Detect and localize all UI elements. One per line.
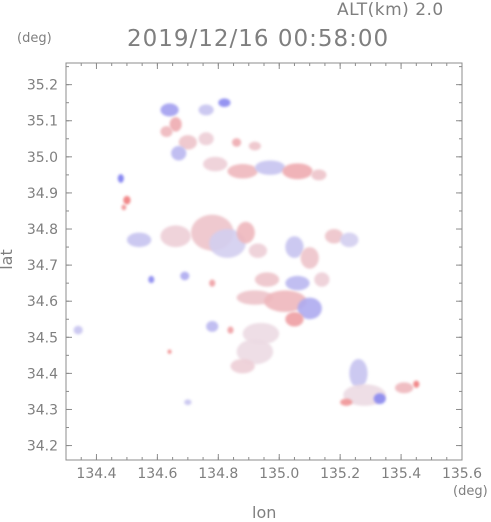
echo-patch	[198, 132, 214, 146]
echo-patch	[340, 398, 353, 406]
y-tick-label: 34.3	[27, 402, 58, 418]
y-tick-label: 34.8	[27, 222, 58, 238]
echo-patch	[169, 117, 182, 132]
x-tick-label: 134.4	[76, 466, 116, 482]
y-tick-label: 34.4	[27, 366, 58, 382]
x-axis-label: lon	[252, 503, 277, 522]
y-tick-label: 35.0	[27, 150, 58, 166]
x-tick-label: 134.8	[198, 466, 238, 482]
x-tick-label: 135.2	[320, 466, 360, 482]
x-tick-label: 135.4	[381, 466, 421, 482]
echo-patch	[121, 204, 127, 211]
echo-patch	[160, 103, 179, 117]
echo-patch	[167, 349, 172, 354]
echo-patch	[209, 279, 216, 287]
echo-patch	[178, 135, 197, 150]
plot-frame	[65, 62, 463, 461]
echo-patch	[394, 382, 414, 394]
echo-patch	[206, 321, 219, 332]
echo-patch	[314, 272, 330, 287]
echo-patch	[242, 322, 280, 345]
echo-patch	[282, 163, 313, 180]
echo-patch	[248, 141, 261, 151]
echo-patch	[285, 312, 304, 327]
echo-patch	[126, 232, 152, 248]
y-tick-label: 35.2	[27, 78, 58, 94]
echo-patch	[180, 271, 190, 281]
plot-title: 2019/12/16 00:58:00	[127, 26, 390, 52]
x-tick-label: 135.6	[442, 466, 482, 482]
y-tick-label: 34.7	[27, 258, 58, 274]
y-unit-label: (deg)	[17, 31, 52, 46]
y-ticks: 34.2 34.3 34.4 34.5 34.6 34.7 34.8 34.9 35.0 35.1…	[27, 66, 462, 455]
echo-patch	[148, 275, 155, 284]
echo-patch	[285, 275, 310, 291]
echo-patch	[300, 247, 319, 269]
echo-patch	[160, 126, 173, 137]
echo-patch	[254, 272, 280, 287]
echo-patch	[230, 358, 255, 374]
echo-patch	[73, 325, 83, 335]
echo-patch	[349, 358, 368, 388]
echo-patch	[160, 225, 191, 248]
echo-patch	[413, 380, 420, 388]
echo-patch	[373, 393, 386, 405]
y-tick-label: 34.9	[27, 186, 58, 202]
echo-patch	[297, 297, 322, 320]
echo-patch	[184, 399, 192, 406]
x-tick-label: 135.0	[259, 466, 299, 482]
altitude-label: ALT(km) 2.0	[337, 0, 444, 20]
x-ticks: 134.4 134.6 134.8 135.0 135.2 135.4 135.6	[65, 63, 482, 482]
echo-patch	[227, 326, 234, 334]
echo-patch	[236, 339, 274, 365]
y-tick-label: 34.5	[27, 330, 58, 346]
echo-patch	[227, 164, 258, 179]
echo-patch	[254, 160, 286, 175]
echo-patch	[198, 104, 214, 116]
y-tick-label: 34.6	[27, 294, 58, 310]
echo-patch	[218, 98, 231, 108]
echo-patch	[123, 195, 131, 205]
y-tick-label: 34.2	[27, 439, 58, 455]
echo-patch	[311, 169, 327, 181]
x-unit-label: (deg)	[453, 484, 488, 499]
echo-patch	[232, 138, 242, 147]
echo-patch	[117, 174, 124, 183]
echo-patch	[236, 221, 255, 244]
echo-patch	[248, 243, 268, 258]
x-tick-label: 134.6	[137, 466, 177, 482]
echo-patch	[236, 290, 274, 305]
echo-patch	[324, 229, 344, 244]
y-tick-label: 35.1	[27, 114, 58, 130]
echo-layer	[73, 98, 420, 406]
echo-patch	[285, 236, 304, 258]
echo-patch	[264, 290, 307, 313]
echo-patch	[203, 156, 228, 172]
echo-patch	[171, 146, 187, 161]
echo-patch	[209, 229, 246, 258]
echo-patch	[340, 232, 359, 248]
